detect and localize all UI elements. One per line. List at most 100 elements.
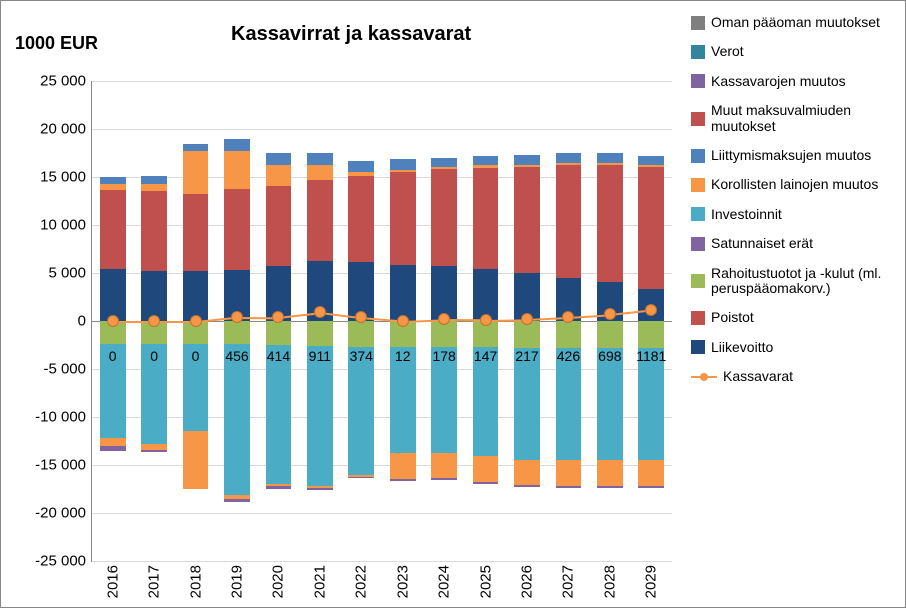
bar-segment-korolliset (100, 184, 126, 191)
kassavarat-marker (397, 315, 409, 327)
y-tick-label: 0 (78, 313, 86, 330)
bar-segment-liittymismaksut (224, 139, 250, 151)
bar-segment-poistot (431, 169, 457, 266)
bar-segment-kassavarojen_muutos (141, 450, 167, 452)
legend-item: Verot (691, 44, 891, 59)
bar-segment-investoinnit (638, 348, 664, 460)
bar-segment-korolliset (514, 460, 540, 485)
bar-segment-investoinnit (597, 348, 623, 460)
y-tick-label: -20 000 (35, 505, 86, 522)
legend-swatch (691, 340, 705, 354)
legend-item: Kassavarojen muutos (691, 74, 891, 89)
legend-swatch (691, 45, 705, 59)
bar-segment-kassavarojen_muutos (514, 485, 540, 487)
bar-segment-korolliset (266, 165, 292, 186)
bar-segment-kassavarojen_muutos (224, 499, 250, 503)
legend-item: Liikevoitto (691, 340, 891, 355)
y-tick-label: -25 000 (35, 553, 86, 570)
legend-label: Satunnaiset erät (711, 236, 813, 251)
bar-segment-investoinnit (266, 345, 292, 484)
x-tick-label: 2026 (519, 565, 536, 598)
bar-segment-liittymismaksut (100, 177, 126, 184)
bar-segment-poistot (141, 191, 167, 271)
legend-label: Poistot (711, 310, 754, 325)
bar (638, 81, 664, 561)
bar-segment-liittymismaksut (597, 153, 623, 163)
x-tick-label: 2025 (477, 565, 494, 598)
bar-segment-korolliset (224, 151, 250, 189)
bar-segment-poistot (638, 167, 664, 289)
bar-segment-korolliset (100, 438, 126, 446)
bar-segment-korolliset (183, 431, 209, 489)
grid-line (92, 513, 672, 514)
bar-segment-kassavarojen_muutos (307, 488, 333, 490)
bar-segment-kassavarojen_muutos (100, 446, 126, 451)
legend-item: Oman pääoman muutokset (691, 15, 891, 30)
bar-segment-poistot (597, 165, 623, 282)
bar-segment-liittymismaksut (473, 156, 499, 166)
bar-segment-korolliset (638, 460, 664, 486)
data-label: 217 (515, 348, 538, 364)
legend-item: Kassavarat (691, 369, 891, 384)
kassavarat-marker (480, 314, 492, 326)
bar-segment-rahoitustuotot (307, 321, 333, 346)
legend-item: Poistot (691, 310, 891, 325)
bar-segment-korolliset (431, 453, 457, 479)
bar-segment-investoinnit (514, 348, 540, 460)
bar-segment-liittymismaksut (431, 158, 457, 168)
y-tick-label: 25 000 (40, 73, 86, 90)
data-label: 426 (557, 348, 580, 364)
x-tick-label: 2021 (311, 565, 328, 598)
bar-segment-kassavarojen_muutos (348, 477, 374, 478)
x-tick-label: 2027 (560, 565, 577, 598)
bar-segment-korolliset (597, 163, 623, 165)
grid-line (92, 417, 672, 418)
x-tick-label: 2029 (643, 565, 660, 598)
bar-segment-liittymismaksut (348, 161, 374, 173)
legend-label: Liikevoitto (711, 340, 773, 355)
legend-swatch (691, 149, 705, 163)
kassavarat-marker (521, 313, 533, 325)
grid-line (92, 465, 672, 466)
legend-label: Kassavarat (723, 369, 793, 384)
legend-swatch (691, 207, 705, 221)
grid-line (92, 369, 672, 370)
bar-segment-poistot (556, 165, 582, 278)
bar-segment-poistot (266, 186, 292, 267)
bar-segment-korolliset (141, 184, 167, 192)
kassavarat-marker (190, 315, 202, 327)
y-axis-label: 1000 EUR (15, 33, 98, 54)
bar-segment-poistot (183, 194, 209, 271)
kassavarat-marker (314, 306, 326, 318)
data-label: 456 (225, 348, 248, 364)
legend-label: Muut maksuvalmiuden muutokset (711, 103, 891, 134)
bar-segment-korolliset (431, 167, 457, 169)
x-tick-label: 2017 (146, 565, 163, 598)
grid-line (92, 177, 672, 178)
legend-swatch (691, 274, 705, 288)
data-label: 178 (432, 348, 455, 364)
legend-item: Rahoitustuotot ja -kulut (ml. peruspääom… (691, 266, 891, 297)
bar-segment-rahoitustuotot (597, 321, 623, 348)
data-label: 0 (150, 348, 158, 364)
legend-swatch (691, 237, 705, 251)
data-label: 0 (192, 348, 200, 364)
legend-item: Muut maksuvalmiuden muutokset (691, 103, 891, 134)
bar-segment-korolliset (307, 165, 333, 179)
bar-segment-kassavarojen_muutos (556, 486, 582, 488)
bar-segment-poistot (514, 167, 540, 273)
bar-segment-investoinnit (224, 344, 250, 495)
bar-segment-korolliset (183, 151, 209, 194)
bar-segment-liittymismaksut (307, 153, 333, 165)
bar-segment-rahoitustuotot (224, 321, 250, 344)
legend-label: Rahoitustuotot ja -kulut (ml. peruspääom… (711, 266, 891, 297)
data-label: 12 (395, 348, 411, 364)
bar-segment-liikevoitto (390, 265, 416, 321)
bar-segment-korolliset (390, 170, 416, 172)
bar-segment-korolliset (638, 165, 664, 167)
y-tick-label: 20 000 (40, 121, 86, 138)
bar-segment-korolliset (473, 165, 499, 168)
bar-segment-liikevoitto (141, 271, 167, 321)
bar-segment-liikevoitto (100, 269, 126, 321)
y-tick-label: 5 000 (48, 265, 86, 282)
